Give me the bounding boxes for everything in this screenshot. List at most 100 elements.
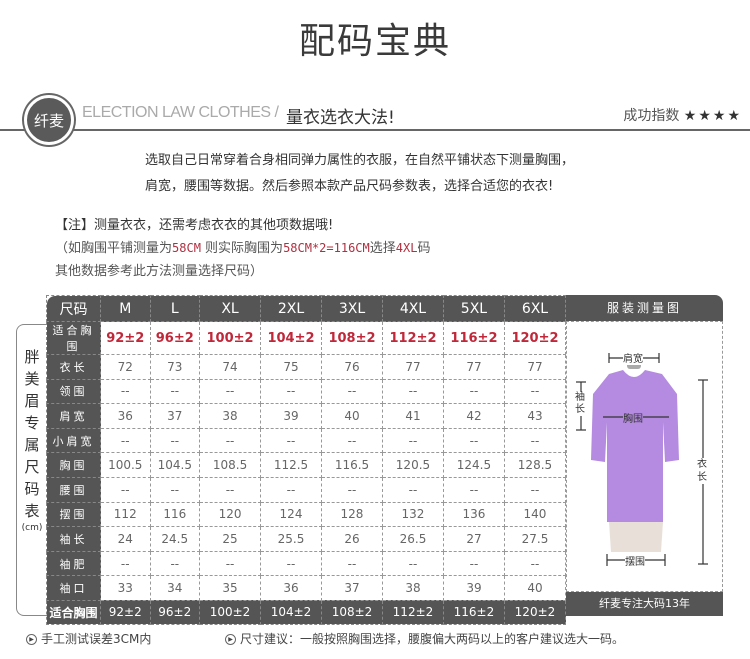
table-row: 袖肥 -- -- -- -- -- -- -- --	[46, 550, 567, 577]
side-label-char: 属	[24, 436, 40, 454]
table-cell: 24.5	[149, 526, 201, 552]
table-cell: 128	[321, 501, 383, 528]
score-label: 成功指数	[623, 108, 680, 124]
table-cell: --	[381, 378, 444, 405]
table-cell: 76	[321, 354, 383, 380]
table-cell: --	[260, 476, 322, 503]
table-cell: --	[260, 378, 322, 405]
table-cell: --	[381, 427, 444, 454]
note-line-3: 其他数据参考此方法测量选择尺码）	[55, 264, 264, 279]
side-label-char: 表	[24, 502, 40, 520]
table-cell: --	[321, 427, 383, 454]
size-table: 尺码 M L XL 2XL 3XL 4XL 5XL 6XL 适合胸围 92±2 96±2 100±2 1…	[46, 295, 567, 625]
table-cell: --	[321, 550, 383, 577]
table-cell: 100.5	[100, 452, 151, 478]
table-cell: 112	[100, 501, 151, 528]
side-label-char: 码	[24, 480, 40, 498]
garment-illustration	[576, 353, 708, 566]
size-header: XL	[199, 295, 262, 322]
chest-label: 胸围	[623, 410, 643, 425]
table-cell: 40	[321, 403, 383, 429]
table-cell: 42	[442, 403, 505, 429]
table-cell: 104±2	[260, 321, 322, 355]
table-cell: 34	[149, 575, 201, 601]
table-cell: 112±2	[381, 599, 444, 625]
play-circle-icon: ▶	[26, 634, 37, 645]
table-row: 衣长 72 73 74 75 76 77 77 77	[46, 354, 567, 380]
table-cell: 24	[100, 526, 151, 552]
table-cell: --	[442, 476, 505, 503]
table-cell: 128.5	[503, 452, 567, 478]
table-cell: 112±2	[381, 321, 444, 355]
length-label: 衣长	[697, 458, 709, 484]
table-cell: --	[442, 378, 505, 405]
table-cell: 100±2	[199, 599, 262, 625]
note-suggestion: ▶ 尺寸建议：一般按照胸围选择，腰腹偏大两码以上的客户建议选大一码。	[225, 630, 624, 647]
table-cell: 136	[442, 501, 505, 528]
table-cell: --	[199, 378, 262, 405]
note-tolerance: ▶ 手工测试误差3CM内	[26, 630, 151, 647]
table-cell: --	[381, 550, 444, 577]
table-row: 领围 -- -- -- -- -- -- -- --	[46, 378, 567, 405]
table-cell: 120±2	[503, 321, 567, 355]
side-label-char: 尺	[24, 458, 40, 476]
shoulder-label: 肩宽	[623, 350, 643, 365]
table-cell: 27	[442, 526, 505, 552]
brand-badge: 纤麦	[24, 95, 74, 145]
table-cell: --	[100, 476, 151, 503]
size-header: 3XL	[321, 295, 383, 322]
table-cell: 37	[321, 575, 383, 601]
table-cell: 73	[149, 354, 201, 380]
table-cell: --	[260, 427, 322, 454]
size-header-row: 尺码 M L XL 2XL 3XL 4XL 5XL 6XL	[46, 295, 567, 322]
diagram-title: 服装测量图	[566, 295, 723, 321]
intro-line-2: 肩宽，腰围等数据。然后参照本款产品尺码参数表，选择合适您的衣衣!	[145, 179, 554, 194]
success-index: 成功指数 ★★★★	[623, 105, 742, 125]
sleeve-label: 袖长	[575, 392, 587, 416]
table-cell: 108±2	[321, 599, 383, 625]
table-cell: 33	[100, 575, 151, 601]
table-cell: --	[321, 378, 383, 405]
row-label: 胸围	[46, 452, 101, 478]
row-label: 肩宽	[46, 403, 101, 429]
table-cell: 140	[503, 501, 567, 528]
table-row: 适合胸围 92±2 96±2 100±2 104±2 108±2 112±2 116±2 120…	[46, 321, 567, 355]
measurement-diagram: 肩宽 袖长 胸围 衣长 摆围	[566, 321, 723, 592]
table-cell: 132	[381, 501, 444, 528]
header-divider	[0, 129, 750, 131]
side-label-char: 美	[24, 370, 40, 388]
table-cell: 39	[260, 403, 322, 429]
table-row: 腰围 -- -- -- -- -- -- -- --	[46, 476, 567, 503]
table-cell: --	[199, 550, 262, 577]
table-cell: 108±2	[321, 321, 383, 355]
table-cell: 77	[503, 354, 567, 380]
table-cell: 112.5	[260, 452, 322, 478]
side-label-char: 专	[24, 414, 40, 432]
row-label: 腰围	[46, 476, 101, 503]
table-cell: 96±2	[149, 599, 201, 625]
table-cell: 72	[100, 354, 151, 380]
table-cell: 120±2	[503, 599, 567, 625]
row-label: 袖肥	[46, 550, 101, 577]
size-header: 2XL	[260, 295, 322, 322]
table-cell: 75	[260, 354, 322, 380]
table-cell: 96±2	[149, 321, 201, 355]
table-cell: 116	[149, 501, 201, 528]
table-cell: --	[100, 378, 151, 405]
side-label: 胖美眉专属尺码表 (cm)	[16, 346, 48, 534]
table-cell: --	[149, 550, 201, 577]
brand-text: ELECTION LAW CLOTHES /	[82, 104, 279, 121]
table-row: 袖长 24 24.5 25 25.5 26 26.5 27 27.5	[46, 526, 567, 552]
table-cell: 124	[260, 501, 322, 528]
table-cell: 41	[381, 403, 444, 429]
hem-label: 摆围	[625, 553, 645, 568]
table-row: 胸围 100.5 104.5 108.5 112.5 116.5 120.5 124.5 128…	[46, 452, 567, 478]
table-cell: --	[321, 476, 383, 503]
row-label: 适合胸围	[46, 321, 101, 355]
table-cell: 77	[381, 354, 444, 380]
table-cell: --	[503, 427, 567, 454]
table-cell: --	[149, 427, 201, 454]
note-line-1: 【注】测量衣衣，还需考虑衣衣的其他项数据哦!	[55, 218, 334, 233]
size-header: M	[100, 295, 151, 322]
table-cell: --	[100, 427, 151, 454]
